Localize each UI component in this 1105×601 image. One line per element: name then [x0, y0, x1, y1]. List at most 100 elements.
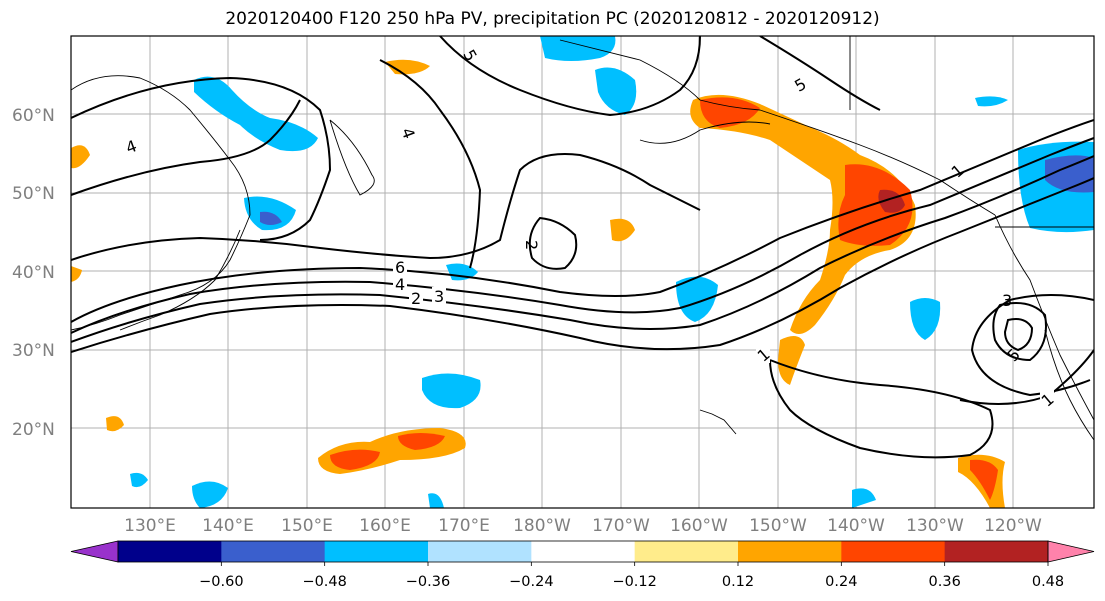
colorbar-tick-label: 0.48 — [1032, 574, 1064, 590]
colorbar-segment — [531, 541, 636, 562]
colorbar-frame — [117, 540, 1049, 563]
lat-label: 50°N — [12, 184, 55, 204]
contour-label: 3 — [434, 287, 444, 306]
island-chain — [639, 121, 771, 144]
pv-contour — [769, 359, 994, 459]
lon-label: 180°W — [513, 516, 571, 536]
colorbar-tick-label: −0.60 — [199, 574, 243, 590]
precip-negative-patch — [194, 76, 318, 152]
precip-negative-patch — [422, 373, 481, 409]
precip-positive-patch — [71, 266, 82, 282]
pv-contour — [992, 302, 1047, 362]
pv-contour — [71, 76, 332, 241]
pv-contour — [379, 59, 482, 269]
baja-coastline — [1044, 329, 1094, 441]
lat-label: 30°N — [12, 341, 55, 361]
lon-label: 140°W — [827, 516, 885, 536]
colorbar-tick-label: 0.24 — [825, 574, 857, 590]
lon-label: 140°E — [202, 516, 254, 536]
asia-coastline — [71, 75, 251, 331]
precip-positive-patch — [398, 433, 445, 450]
precip-negative-patch — [595, 67, 637, 115]
colorbar-extend-high — [1047, 540, 1095, 563]
colorbar-segment — [221, 541, 326, 562]
precip-positive-patch — [330, 449, 380, 470]
colorbar-tick-label: −0.36 — [406, 574, 450, 590]
precip-positive-patch — [970, 459, 998, 500]
precip-negative-patch — [428, 493, 444, 508]
precip-negative-patch — [540, 36, 616, 61]
colorbar-tick-label: −0.48 — [302, 574, 346, 590]
precip-negative-patch — [260, 211, 282, 225]
colorbar-tick-label: 0.12 — [722, 574, 754, 590]
colorbar-ticks: −0.60 −0.48 −0.36 −0.24 −0.12 0.12 0.24 0.36 0.4… — [199, 562, 1064, 590]
lon-label: 160°W — [670, 516, 728, 536]
lat-label: 20°N — [12, 420, 55, 440]
precip-negative-patch — [910, 298, 941, 340]
precip-negative-patch — [975, 96, 1008, 107]
pv-contour — [528, 216, 578, 270]
precip-positive-patch — [700, 97, 760, 128]
map-frame — [70, 35, 1095, 509]
pv-contour — [71, 177, 1094, 353]
kamchatka-coastline — [329, 119, 375, 196]
contour-label: 6 — [395, 258, 405, 277]
hawaii-islands — [699, 409, 737, 435]
precip-positive-patch — [71, 145, 90, 169]
lat-label: 40°N — [12, 263, 55, 283]
precip-positive-patch — [385, 59, 430, 75]
precip-negative-patch — [852, 488, 876, 508]
lat-label: 60°N — [12, 106, 55, 126]
lon-label: 130°W — [906, 516, 964, 536]
colorbar-tick-label: −0.24 — [509, 574, 553, 590]
precip-negative-patch — [192, 481, 228, 508]
alaska-coastline — [559, 39, 996, 216]
contour-label: 2 — [522, 240, 541, 250]
pv-contours — [71, 36, 1094, 459]
precip-negative-patch — [130, 472, 148, 488]
colorbar-segment — [324, 541, 429, 562]
precip-positive-patch — [838, 164, 913, 246]
lon-label: 160°E — [359, 516, 411, 536]
colorbar-segment — [738, 541, 842, 562]
japan-coastline — [119, 229, 241, 331]
contour-label: 2 — [411, 289, 421, 308]
contour-label-bgs — [393, 258, 1054, 408]
colorbar-tick-label: −0.12 — [612, 574, 656, 590]
colorbar — [70, 540, 1095, 563]
pv-contour — [71, 155, 1094, 343]
pv-contour — [71, 99, 301, 196]
lon-label: 150°E — [281, 516, 333, 536]
precip-positive-patch — [690, 94, 916, 334]
colorbar-segment — [428, 541, 532, 562]
colorbar-segment — [634, 541, 739, 562]
pv-contour — [71, 137, 1094, 334]
pv-contour — [759, 36, 881, 111]
colorbar-extend-low — [70, 540, 119, 563]
contour-label: 3 — [1002, 291, 1012, 310]
precip-positive-patch — [610, 218, 635, 242]
lon-label: 170°W — [592, 516, 650, 536]
pv-contour — [439, 36, 701, 117]
precip-positive-patch — [778, 336, 805, 385]
precip-negative-patch — [676, 276, 718, 322]
map-title: 2020120400 F120 250 hPa PV, precipitatio… — [225, 9, 880, 29]
graticule — [71, 36, 1094, 508]
lon-label: 130°E — [124, 516, 176, 536]
lon-label: 120°W — [984, 516, 1042, 536]
colorbar-segment — [841, 541, 946, 562]
pv-contour — [71, 119, 1094, 323]
colorbar-segment — [118, 541, 222, 562]
lon-label: 150°W — [749, 516, 807, 536]
contour-label: 4 — [395, 275, 405, 294]
pv-contour — [1003, 318, 1034, 352]
colorbar-tick-label: 0.36 — [929, 574, 961, 590]
precip-fills — [71, 36, 1094, 508]
precip-positive-patch — [106, 416, 124, 432]
longitude-labels: 130°E 140°E 150°E 160°E 170°E 180°W 170°W 160°W… — [124, 516, 1042, 536]
lon-label: 170°E — [438, 516, 490, 536]
pv-contour — [71, 153, 701, 261]
latitude-labels: 60°N 50°N 40°N 30°N 20°N — [12, 106, 55, 440]
colorbar-segment — [944, 541, 1049, 562]
